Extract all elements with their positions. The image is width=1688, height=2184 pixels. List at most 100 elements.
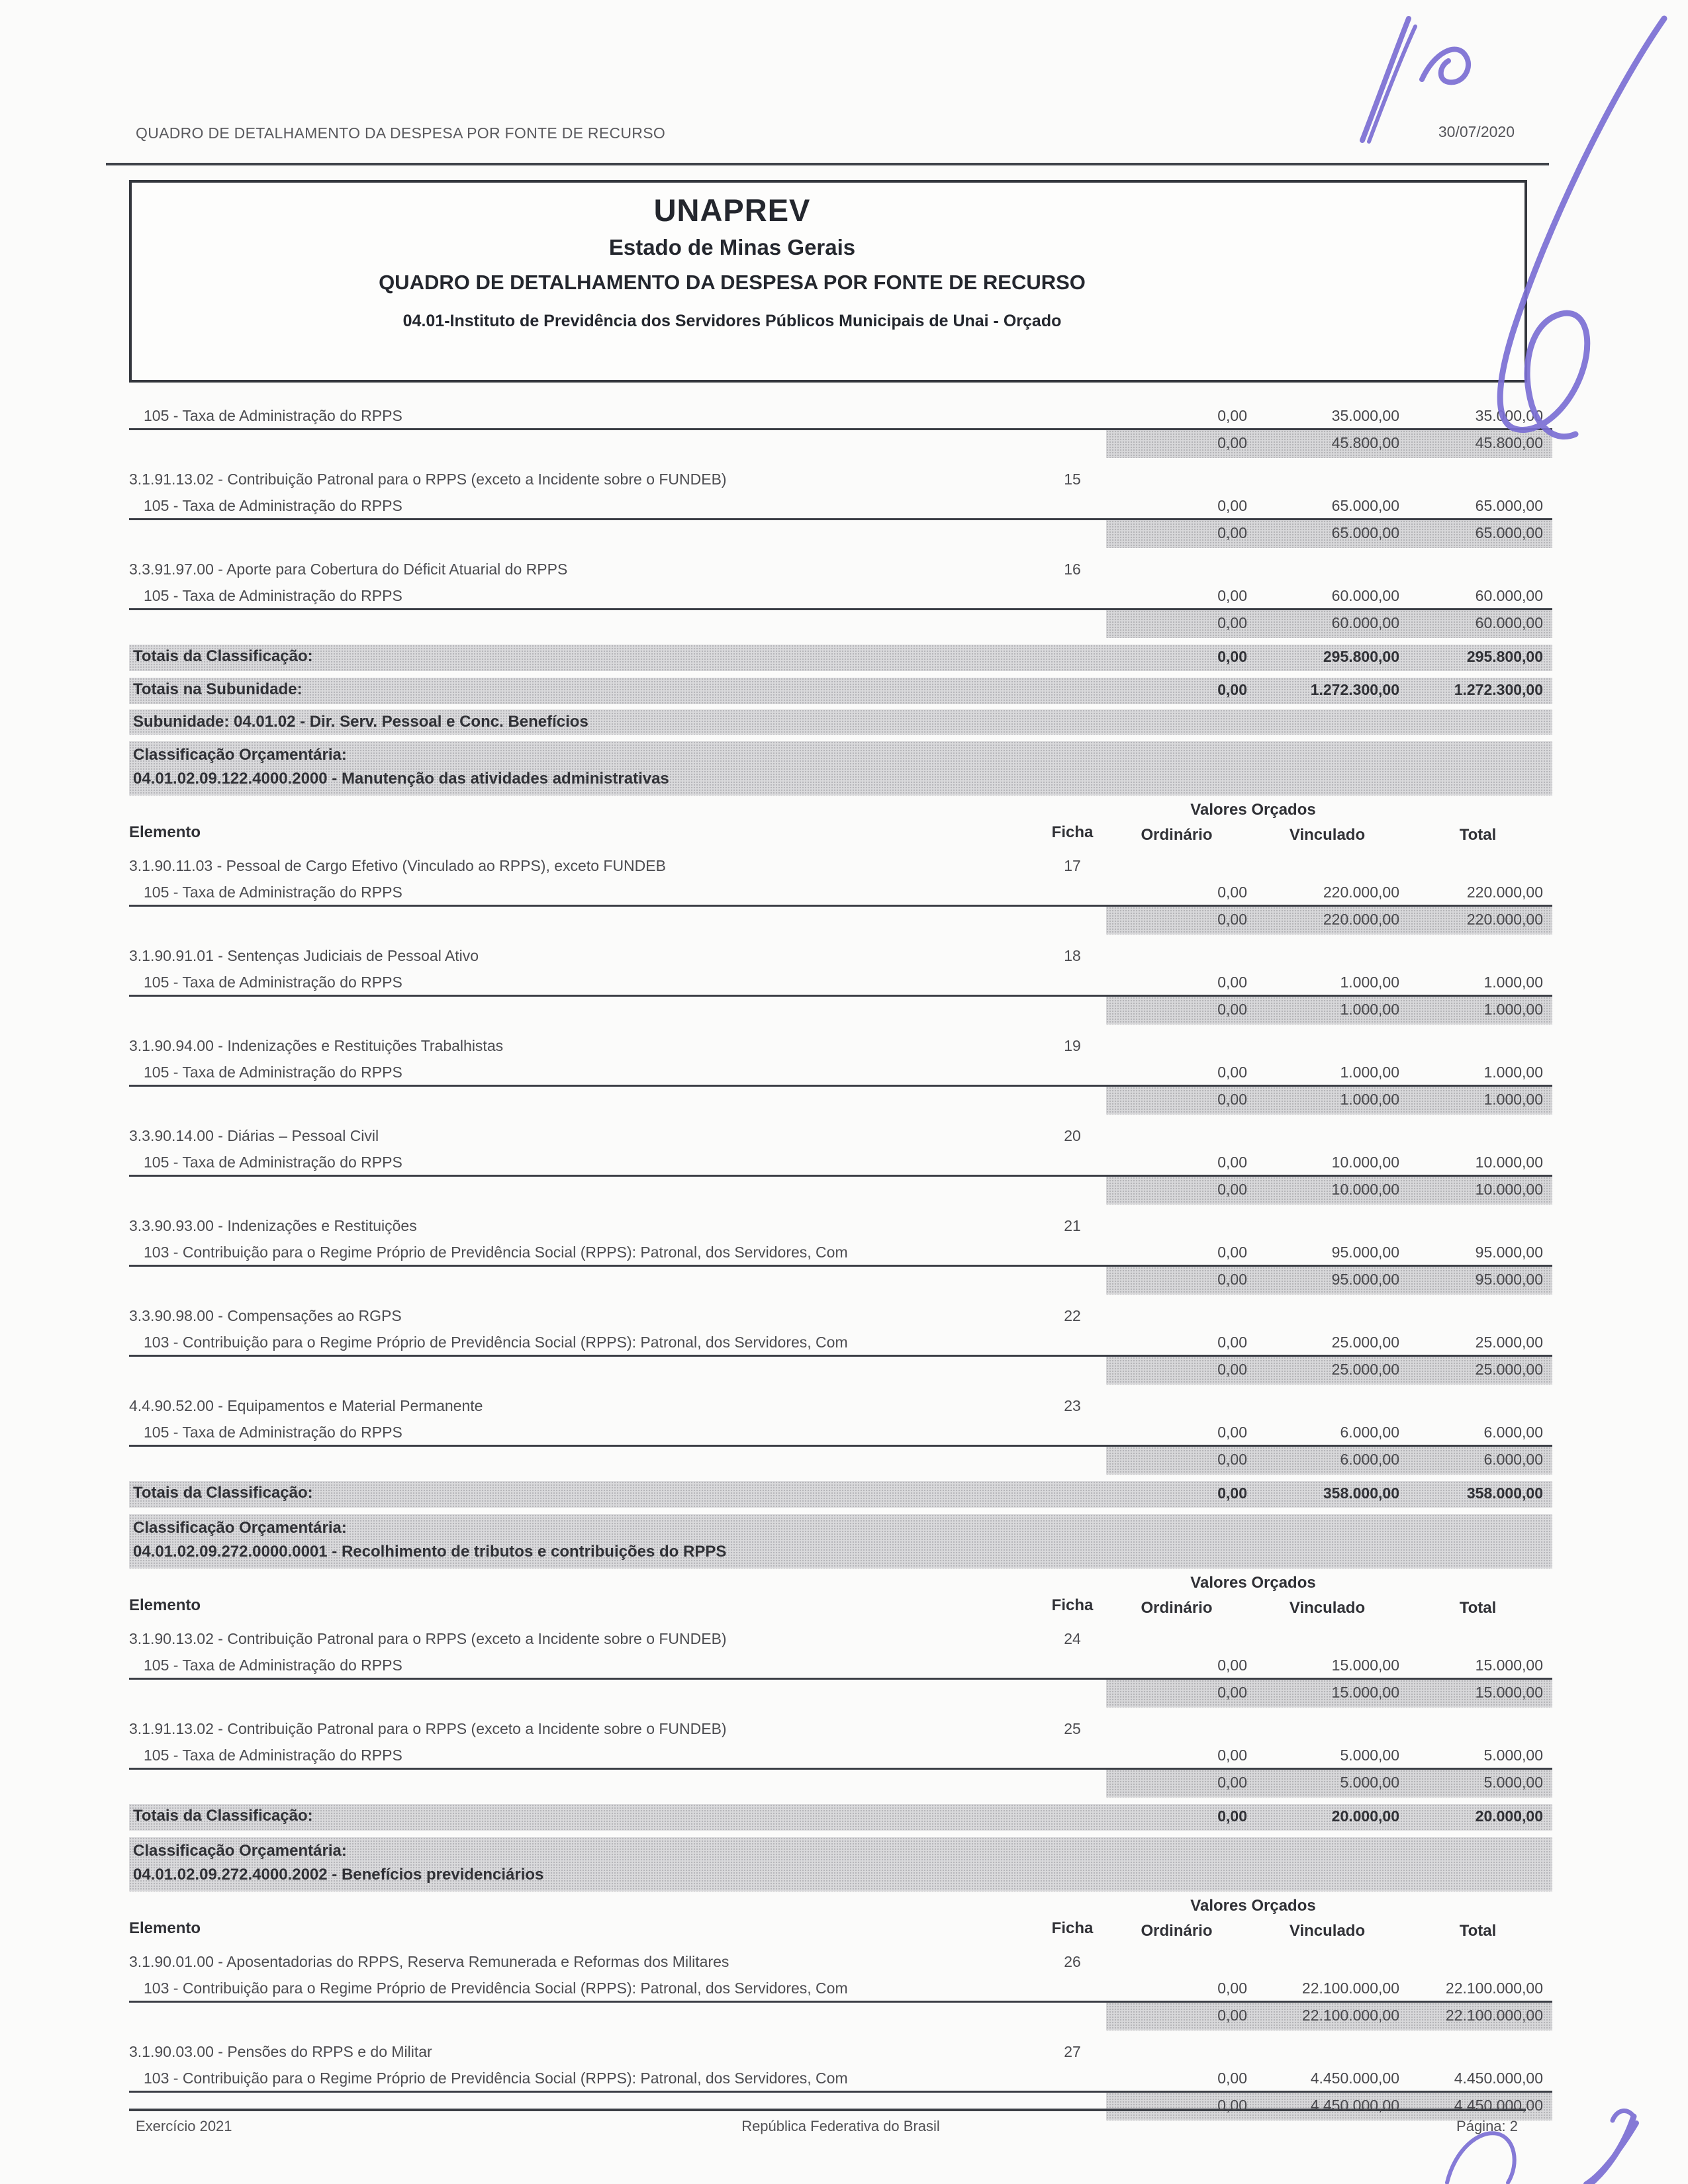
ordinario-total: 0,00 — [1217, 1807, 1247, 1825]
col-ficha: Ficha — [1051, 1596, 1094, 1614]
total-subtotal: 4.450.000,00 — [1454, 2096, 1543, 2114]
ordinario-value: 0,00 — [1217, 587, 1247, 604]
classificacao-code: 04.01.02.09.272.0000.0001 - Recolhimento… — [133, 1543, 727, 1561]
ficha-value: 15 — [1064, 471, 1081, 488]
fonte-label: 105 - Taxa de Administração do RPPS — [144, 587, 402, 604]
ordinario-empty — [1102, 1228, 1251, 1238]
ordinario-subtotal: 0,00 — [1217, 1450, 1247, 1468]
ordinario-subtotal: 0,00 — [1217, 2096, 1247, 2114]
ficha-value: 19 — [1064, 1037, 1081, 1054]
col-elemento: Elemento — [129, 823, 201, 841]
classificacao-title: Classificação Orçamentária: — [133, 1519, 347, 1537]
ordinario-value: 0,00 — [1217, 1334, 1247, 1351]
ficha-empty — [1043, 1435, 1102, 1444]
col-ficha: Ficha — [1051, 823, 1094, 841]
ordinario-value: 0,00 — [1217, 1064, 1247, 1081]
subtotal-row: 0,00 60.000,00 60.000,00 — [129, 610, 1552, 638]
fonte-row: 105 - Taxa de Administração do RPPS 0,00 6… — [129, 1418, 1552, 1447]
element-row: 3.1.90.94.00 - Indenizações e Restituiçõ… — [129, 1036, 1552, 1058]
subtotal-label-empty — [129, 1366, 1043, 1375]
subtotal-row: 0,00 6.000,00 6.000,00 — [129, 1447, 1552, 1475]
fonte-label: 103 - Contribuição para o Regime Próprio… — [144, 1334, 848, 1351]
subtotal-label-empty — [129, 1096, 1043, 1105]
element-label: 3.1.90.01.00 - Aposentadorias do RPPS, R… — [129, 1953, 729, 1970]
subtotal-label-empty — [129, 529, 1043, 539]
total-value: 15.000,00 — [1475, 1657, 1543, 1674]
subtotal-label-empty — [129, 1186, 1043, 1195]
ordinario-empty — [1102, 1138, 1251, 1148]
element-label: 3.1.90.94.00 - Indenizações e Restituiçõ… — [129, 1037, 504, 1054]
subtotal-label-empty — [129, 1689, 1043, 1698]
footer-rule — [129, 2109, 1526, 2111]
subunidade-band: Subunidade: 04.01.02 - Dir. Serv. Pessoa… — [129, 709, 1552, 735]
classificacao-band: Classificação Orçamentária: 04.01.02.09.2… — [129, 1837, 1552, 1891]
ordinario-subtotal: 0,00 — [1217, 523, 1247, 541]
ordinario-subtotal: 0,00 — [1217, 1180, 1247, 1198]
fonte-row: 105 - Taxa de Administração do RPPS 0,00 1… — [129, 1148, 1552, 1177]
subtotal-label-empty — [129, 619, 1043, 629]
ficha-empty — [1043, 1165, 1102, 1174]
ficha-value: 20 — [1064, 1127, 1081, 1144]
vinculado-value: 5.000,00 — [1340, 1747, 1399, 1764]
ficha-empty — [1043, 1276, 1102, 1285]
vinculado-empty — [1251, 1138, 1403, 1148]
total-subtotal: 10.000,00 — [1475, 1180, 1543, 1198]
ficha-value: 23 — [1064, 1397, 1081, 1414]
classificacao-code: 04.01.02.09.272.4000.2002 - Benefícios p… — [133, 1866, 544, 1884]
ordinario-value: 0,00 — [1217, 1424, 1247, 1441]
ficha-empty — [1043, 2012, 1102, 2021]
total-subtotal: 60.000,00 — [1475, 614, 1543, 631]
classificacao-title: Classificação Orçamentária: — [133, 1842, 347, 1860]
footer-page-number: Página: 2 — [1456, 2118, 1518, 2134]
ordinario-empty — [1102, 868, 1251, 878]
total-value: 65.000,00 — [1475, 497, 1543, 514]
total-subtotal: 25.000,00 — [1475, 1360, 1543, 1378]
fonte-row: 103 - Contribuição para o Regime Próprio… — [129, 1238, 1552, 1267]
ordinario-subtotal: 0,00 — [1217, 1683, 1247, 1701]
ordinario-value: 0,00 — [1217, 974, 1247, 991]
classificacao-code: 04.01.02.09.122.4000.2000 - Manutenção d… — [133, 770, 669, 788]
col-total: Total — [1459, 1922, 1497, 1940]
total-subtotal: 220.000,00 — [1466, 910, 1543, 928]
total-empty — [1403, 1138, 1552, 1148]
element-label: 4.4.90.52.00 - Equipamentos e Material P… — [129, 1397, 483, 1414]
total-total: 358.000,00 — [1466, 1484, 1543, 1502]
element-label: 3.3.90.98.00 - Compensações ao RGPS — [129, 1307, 402, 1324]
total-value: 95.000,00 — [1475, 1244, 1543, 1261]
vinculado-total: 20.000,00 — [1331, 1807, 1399, 1825]
vinculado-value: 220.000,00 — [1323, 884, 1399, 901]
ordinario-value: 0,00 — [1217, 407, 1247, 424]
total-empty — [1403, 1318, 1552, 1328]
column-headers: Elemento Ficha Ordinário Vinculado Total — [129, 1918, 1552, 1940]
fonte-row: 103 - Contribuição para o Regime Próprio… — [129, 2064, 1552, 2093]
element-row: 3.1.90.01.00 - Aposentadorias do RPPS, R… — [129, 1952, 1552, 1974]
total-empty — [1403, 1641, 1552, 1651]
ordinario-empty — [1102, 2054, 1251, 2064]
subtotal-row: 0,00 1.000,00 1.000,00 — [129, 997, 1552, 1024]
fonte-row: 105 - Taxa de Administração do RPPS 0,00 1… — [129, 968, 1552, 997]
col-total: Total — [1459, 826, 1497, 844]
subtotal-row: 0,00 15.000,00 15.000,00 — [129, 1680, 1552, 1707]
ordinario-value: 0,00 — [1217, 1979, 1247, 1997]
element-label: 3.1.90.03.00 - Pensões do RPPS e do Mili… — [129, 2043, 432, 2060]
ordinario-value: 0,00 — [1217, 1747, 1247, 1764]
totals-row: Totais da Classificação: 0,00 358.000,00 35… — [129, 1481, 1552, 1508]
totals-label: Totais da Classificação: — [133, 1484, 313, 1502]
total-total: 1.272.300,00 — [1454, 680, 1543, 698]
fonte-label: 105 - Taxa de Administração do RPPS — [144, 1747, 402, 1764]
subtotal-row: 0,00 1.000,00 1.000,00 — [129, 1087, 1552, 1115]
totals-row: Totais da Classificação: 0,00 295.800,00 29… — [129, 645, 1552, 671]
ordinario-subtotal: 0,00 — [1217, 1000, 1247, 1018]
ordinario-empty — [1102, 1641, 1251, 1651]
fonte-row: 103 - Contribuição para o Regime Próprio… — [129, 1328, 1552, 1357]
fonte-row: 105 - Taxa de Administração do RPPS 0,00 5… — [129, 1741, 1552, 1770]
element-label: 3.1.90.91.01 - Sentenças Judiciais de Pe… — [129, 947, 479, 964]
total-value: 25.000,00 — [1475, 1334, 1543, 1351]
ficha-empty — [1043, 1075, 1102, 1084]
page-header-title: QUADRO DE DETALHAMENTO DA DESPESA POR FO… — [136, 124, 666, 142]
ficha-empty — [1043, 2081, 1102, 2090]
classificacao-band: Classificação Orçamentária: 04.01.02.09.1… — [129, 741, 1552, 796]
pen-stroke-footer-1 — [1587, 2113, 1637, 2184]
ficha-empty — [1043, 418, 1102, 428]
vinculado-value: 35.000,00 — [1331, 407, 1399, 424]
